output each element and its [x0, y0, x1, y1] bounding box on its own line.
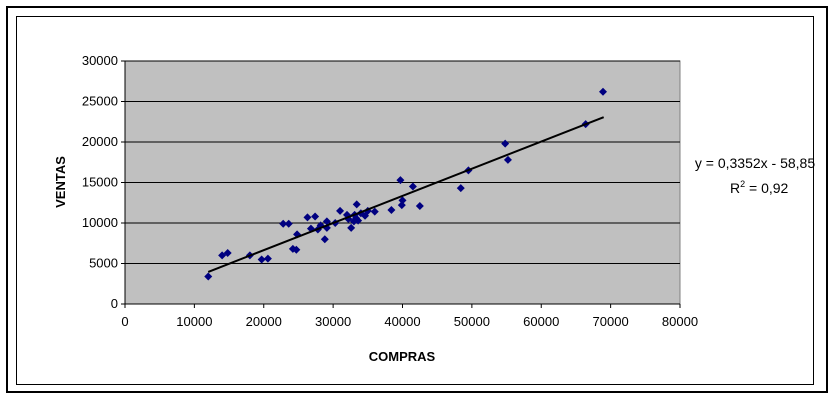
data-point — [279, 219, 288, 228]
trendline — [207, 116, 605, 273]
data-point — [370, 207, 379, 216]
x-tick-label: 0 — [121, 314, 128, 329]
x-tick-label: 30000 — [315, 314, 351, 329]
data-point — [352, 200, 361, 209]
y-tick-label: 10000 — [82, 215, 118, 230]
x-tick-label: 20000 — [246, 314, 282, 329]
y-tick-label: 30000 — [82, 53, 118, 68]
data-point — [322, 217, 331, 226]
y-tick-label: 5000 — [89, 256, 118, 271]
data-point — [257, 255, 266, 264]
data-point — [456, 184, 465, 193]
data-point — [397, 201, 406, 210]
r-squared-superscript: 2 — [740, 179, 745, 189]
x-tick-label: 10000 — [176, 314, 212, 329]
data-point — [292, 245, 301, 254]
x-tick-label: 70000 — [593, 314, 629, 329]
y-tick-label: 0 — [111, 296, 118, 311]
data-point — [284, 219, 293, 228]
data-point — [501, 139, 510, 148]
x-tick-labels: 0 10000 20000 30000 40000 50000 60000 70000 8000… — [121, 314, 698, 329]
data-point — [396, 176, 405, 185]
r-squared-value: = 0,92 — [745, 180, 788, 196]
data-point — [398, 196, 407, 205]
r-squared-prefix: R — [730, 180, 740, 196]
y-tick-label: 15000 — [82, 175, 118, 190]
data-point — [303, 213, 312, 222]
data-point — [223, 248, 232, 257]
r-squared-label: R2 = 0,92 — [730, 179, 789, 196]
y-tick-label: 20000 — [82, 134, 118, 149]
data-point — [347, 223, 356, 232]
x-tick-label: 60000 — [523, 314, 559, 329]
data-point — [263, 254, 272, 263]
x-tick-label: 80000 — [662, 314, 698, 329]
y-tick-label: 25000 — [82, 94, 118, 109]
data-point — [336, 206, 345, 215]
x-tick-label: 40000 — [384, 314, 420, 329]
grid-lines — [125, 60, 680, 264]
data-point — [354, 216, 363, 225]
x-tick-label: 50000 — [454, 314, 490, 329]
data-point — [598, 87, 607, 96]
data-point — [408, 182, 417, 191]
axes — [121, 60, 681, 308]
y-axis-title: VENTAS — [53, 156, 68, 208]
data-point — [311, 212, 320, 221]
x-axis-title: COMPRAS — [369, 349, 436, 364]
data-point — [503, 155, 512, 164]
data-point — [204, 272, 213, 281]
data-point — [415, 201, 424, 210]
data-point — [387, 206, 396, 215]
data-point — [320, 235, 329, 244]
y-tick-labels: 0 5000 10000 15000 20000 25000 30000 — [82, 53, 118, 311]
trendline-equation: y = 0,3352x - 58,85 — [695, 155, 815, 171]
